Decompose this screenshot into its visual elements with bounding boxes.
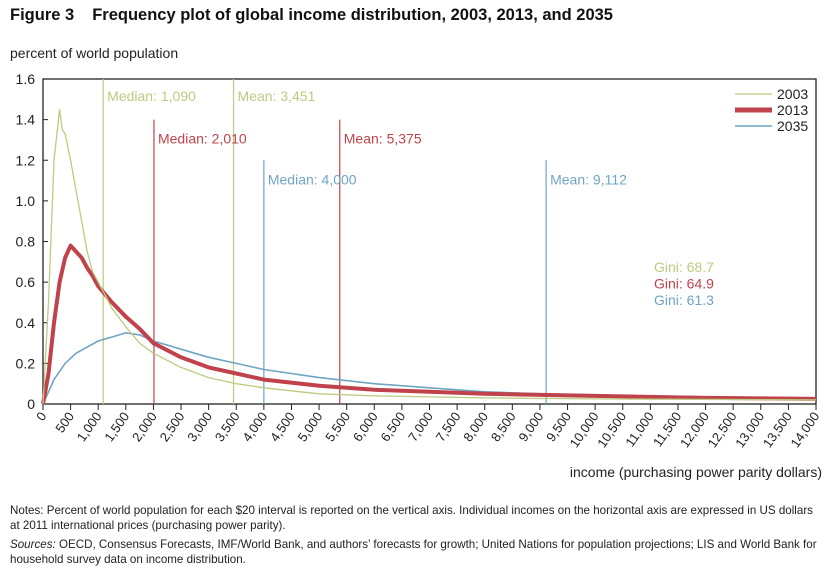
plot-frame <box>42 78 817 405</box>
y-tick-label: 1.4 <box>16 112 36 128</box>
x-tick-label: 8,500 <box>488 409 519 444</box>
y-tick-label: 0.8 <box>16 234 36 250</box>
y-tick-label: 1.6 <box>16 71 36 87</box>
series-line-2003 <box>42 108 817 405</box>
x-tick-label: 10,500 <box>594 409 629 450</box>
x-tick-label: 3,500 <box>212 409 243 444</box>
y-tick-label: 1.0 <box>16 193 36 209</box>
legend-label-2013: 2013 <box>777 102 808 118</box>
marker-label: Mean: 9,112 <box>550 171 627 187</box>
sources-label: Sources: <box>10 538 56 551</box>
x-tick-label: 500 <box>52 409 77 435</box>
x-tick-label: 11,000 <box>622 409 657 449</box>
notes-text: Notes: Percent of world population for e… <box>10 504 813 532</box>
x-tick-label: 1,000 <box>74 409 105 444</box>
marker-label: Mean: 3,451 <box>238 88 316 104</box>
x-tick-label: 1,500 <box>101 409 132 444</box>
figure-number: Figure 3 <box>10 6 75 24</box>
x-tick-label: 4,500 <box>267 409 298 444</box>
gini-annotation: Gini: 61.3 <box>654 292 714 308</box>
x-tick-label: 7,500 <box>433 409 464 444</box>
x-tick-label: 5,000 <box>295 409 326 444</box>
marker-label: Median: 1,090 <box>107 88 196 104</box>
gini-annotation: Gini: 68.7 <box>654 259 714 275</box>
x-tick-label: 3,000 <box>184 409 215 444</box>
x-tick-label: 2,000 <box>129 409 160 444</box>
y-tick-label: 0 <box>27 396 35 412</box>
sources-text: OECD, Consensus Forecasts, IMF/World Ban… <box>10 538 817 566</box>
x-axis-label: income (purchasing power parity dollars) <box>569 464 822 480</box>
x-tick-label: 6,500 <box>377 409 408 444</box>
x-tick-label: 14,000 <box>787 409 822 450</box>
legend-label-2003: 2003 <box>777 86 808 102</box>
y-tick-label: 0.4 <box>16 315 36 331</box>
y-tick-label: 0.6 <box>16 274 36 290</box>
figure-title-text: Frequency plot of global income distribu… <box>92 6 613 24</box>
marker-label: Median: 4,000 <box>268 171 357 187</box>
gini-annotation: Gini: 64.9 <box>654 276 714 292</box>
x-tick-label: 2,500 <box>157 409 188 444</box>
x-tick-label: 6,000 <box>350 409 381 444</box>
figure-title: Figure 3 Frequency plot of global income … <box>10 6 613 25</box>
x-tick-label: 4,000 <box>239 409 270 444</box>
sources: Sources: OECD, Consensus Forecasts, IMF/… <box>10 537 822 567</box>
notes: Notes: Percent of world population for e… <box>10 503 822 571</box>
x-tick-label: 7,000 <box>405 409 436 444</box>
y-axis-label: percent of world population <box>10 45 179 61</box>
legend-label-2035: 2035 <box>777 118 808 134</box>
x-tick-label: 0 <box>33 409 49 424</box>
x-tick-label: 5,500 <box>322 409 353 444</box>
marker-label: Mean: 5,375 <box>344 131 422 147</box>
y-tick-label: 1.2 <box>16 152 36 168</box>
y-tick-label: 0.2 <box>16 355 36 371</box>
x-tick-label: 9,000 <box>515 409 546 444</box>
x-tick-label: 8,000 <box>460 409 491 444</box>
series-line-2013 <box>41 243 817 405</box>
marker-label: Median: 2,010 <box>158 131 247 147</box>
